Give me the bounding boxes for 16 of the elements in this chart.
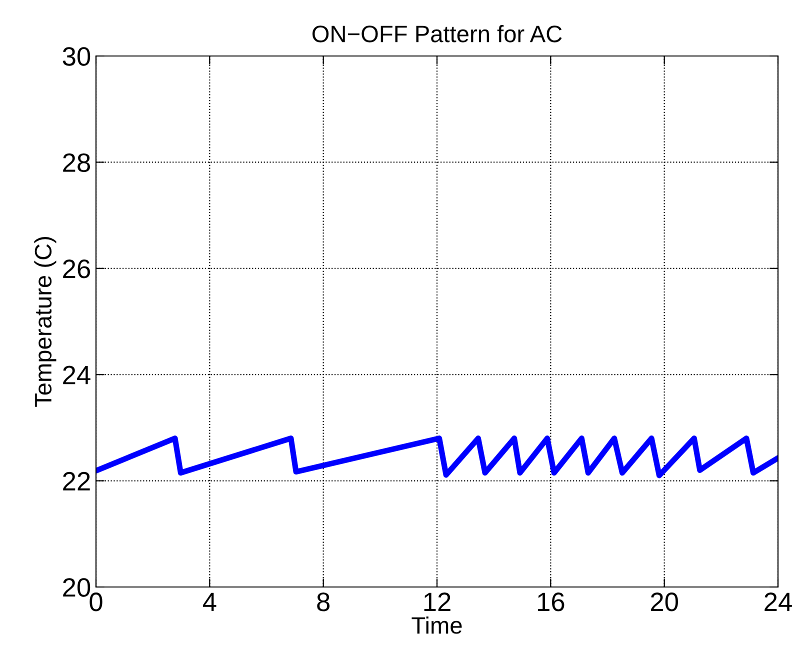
x-axis-title: Time	[412, 616, 462, 634]
chart-title: ON−OFF Pattern for AC	[312, 25, 562, 42]
y-tick-label: 26	[63, 260, 90, 278]
x-tick-label: 16	[538, 592, 564, 612]
x-tick-label: 12	[424, 592, 450, 611]
x-tick-label: 4	[202, 592, 216, 611]
x-tick-label: 8	[317, 592, 330, 612]
y-axis-title: Temperature (C)	[34, 237, 56, 407]
y-tick-label: 28	[63, 153, 90, 172]
y-tick-label: 22	[63, 472, 90, 490]
x-tick-label: 20	[650, 592, 678, 612]
x-tick-label: 0	[90, 592, 102, 612]
y-tick-label: 20	[63, 578, 90, 597]
y-tick-label: 24	[63, 366, 90, 384]
x-tick-label: 24	[764, 592, 792, 611]
y-tick-label: 30	[62, 47, 90, 66]
